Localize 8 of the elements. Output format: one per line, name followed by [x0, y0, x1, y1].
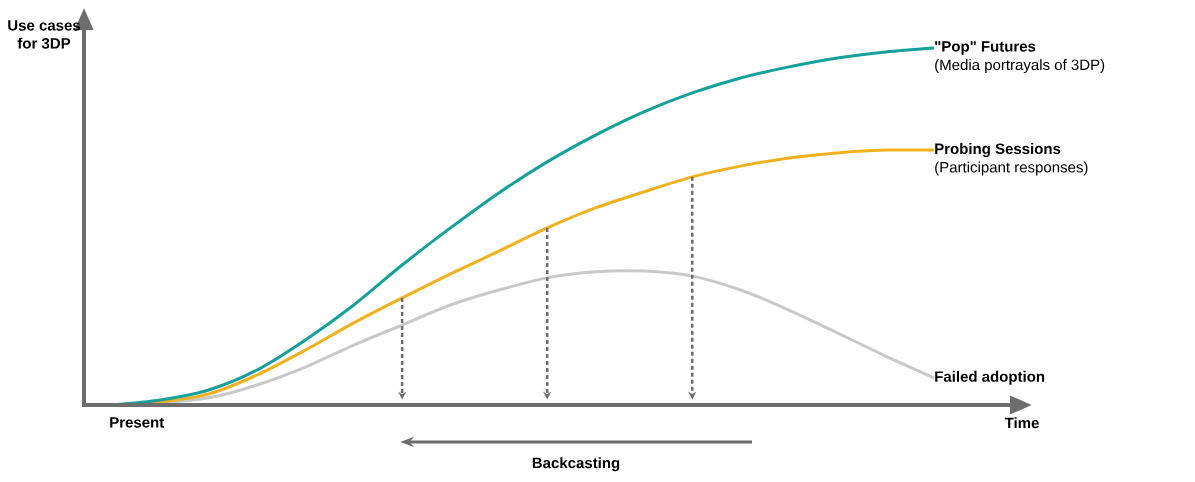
series-label: "Pop" Futures — [935, 41, 1036, 55]
series-label: Probing Sessions — [935, 143, 1061, 158]
annotation: (Media portrayals of 3DP) — [935, 59, 1105, 74]
annotation: (Participant responses) — [935, 161, 1088, 176]
text: Present — [110, 417, 165, 428]
text: Backcasting — [532, 457, 620, 472]
x-axis-title: Time — [1004, 417, 1039, 429]
series-label: Failed adoption — [935, 370, 1045, 385]
